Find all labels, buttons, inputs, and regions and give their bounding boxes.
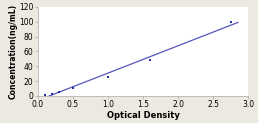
X-axis label: Optical Density: Optical Density <box>107 111 180 120</box>
Y-axis label: Concentration(ng/mL): Concentration(ng/mL) <box>9 4 18 99</box>
